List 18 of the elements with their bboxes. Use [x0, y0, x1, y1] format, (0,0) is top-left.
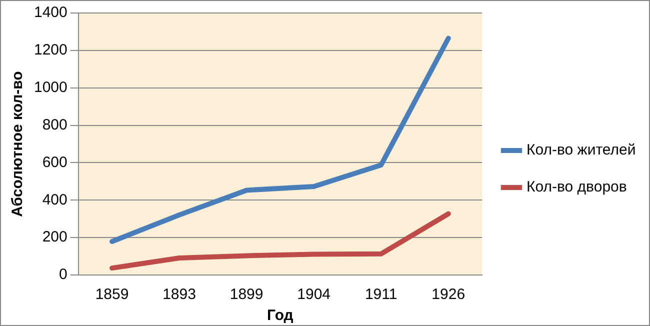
x-tick-label: 1904 [297, 286, 331, 304]
y-tick-label: 400 [42, 191, 68, 208]
x-tick-label: 1911 [364, 286, 398, 304]
x-tick-label: 1859 [95, 286, 129, 304]
x-tick-label: 1893 [162, 286, 196, 304]
y-axis-title: Абсолютное кол-во [9, 71, 26, 217]
y-tick-label: 1400 [34, 4, 68, 22]
legend-label: Кол-во жителей [526, 142, 636, 159]
y-tick-label: 0 [59, 266, 68, 284]
y-tick-label: 1200 [34, 42, 68, 59]
y-tick-label: 600 [42, 154, 68, 171]
y-tick-label: 1000 [34, 79, 68, 96]
y-tick-label: 800 [42, 116, 68, 134]
legend-label: Кол-во дворов [526, 178, 627, 196]
x-tick-label: 1899 [230, 286, 264, 304]
x-axis-title: Год [267, 307, 294, 324]
y-tick-label: 200 [42, 228, 68, 246]
x-tick-label: 1926 [432, 286, 466, 304]
